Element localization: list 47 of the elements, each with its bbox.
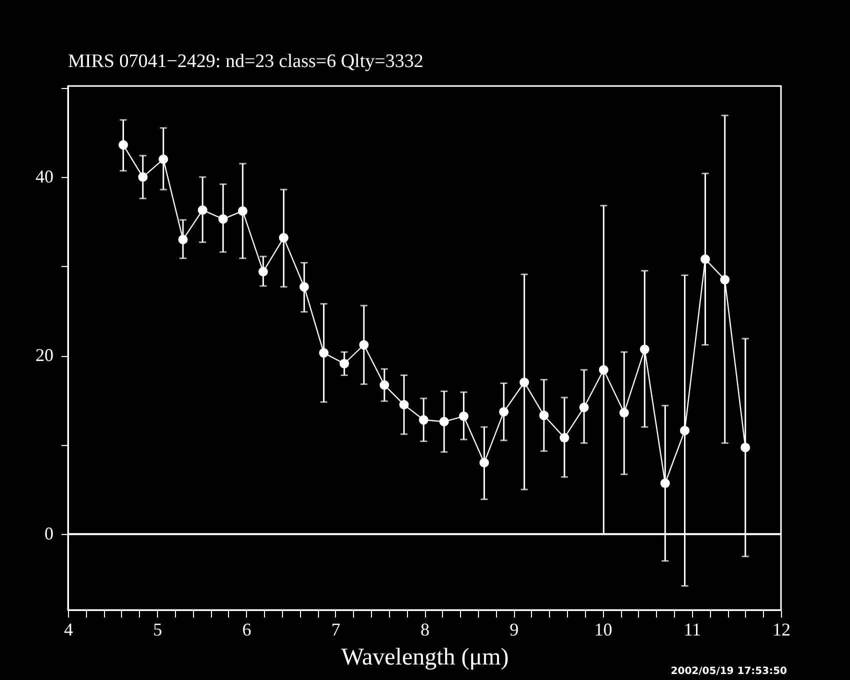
text: 2002/05/19 17:53:50	[670, 666, 788, 677]
point	[178, 234, 188, 244]
point	[640, 344, 650, 354]
point	[598, 365, 608, 375]
point	[579, 402, 589, 412]
point	[479, 458, 489, 468]
point	[499, 407, 509, 417]
point	[680, 426, 690, 436]
point	[539, 410, 549, 420]
point	[158, 154, 168, 164]
x-tick-label: 6	[242, 620, 252, 640]
y-tick-label: 40	[36, 166, 54, 187]
point	[238, 206, 248, 216]
point	[458, 412, 468, 422]
x-tick-label: 8	[420, 620, 430, 640]
point	[299, 282, 309, 292]
point	[418, 415, 428, 425]
point	[359, 340, 369, 350]
x-tick-label: 12	[772, 620, 790, 640]
point	[218, 214, 228, 224]
chart-title: MIRS 07041−2429: nd=23 class=6 Qlty=3332	[68, 50, 424, 72]
x-tick-label: 5	[153, 620, 162, 640]
point	[138, 172, 148, 182]
x-tick-label: 11	[684, 620, 702, 640]
point	[660, 478, 670, 488]
y-tick-label: 20	[36, 345, 54, 366]
point	[380, 380, 390, 390]
point	[198, 205, 208, 215]
x-axis-title: Wavelength (μm)	[341, 644, 509, 670]
point	[439, 416, 449, 426]
x-tick-label: 10	[594, 620, 612, 640]
y-tick-label: 0	[44, 524, 54, 544]
point	[619, 408, 629, 418]
point	[118, 140, 128, 150]
x-tick-label: 4	[64, 620, 73, 640]
point	[560, 432, 570, 442]
x-tick-label: 7	[331, 620, 340, 640]
point	[399, 400, 409, 410]
point	[340, 358, 350, 368]
point	[720, 274, 730, 284]
point	[520, 378, 530, 388]
x-tick-label: 9	[510, 620, 519, 640]
point	[700, 254, 710, 264]
point	[278, 233, 288, 242]
point	[740, 442, 750, 452]
point	[319, 348, 329, 358]
point	[258, 266, 268, 276]
